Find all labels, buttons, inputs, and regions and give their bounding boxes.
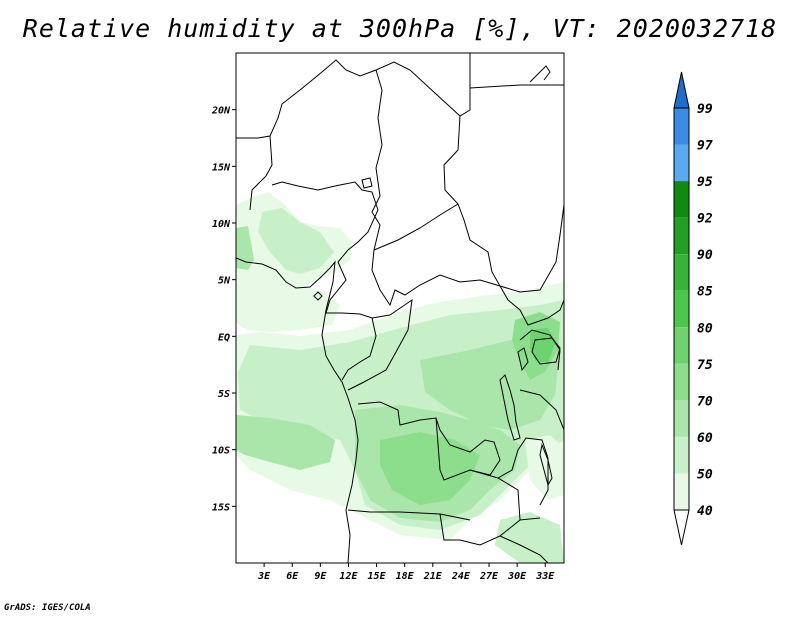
colorbar-level-label: 50 [697,467,713,482]
colorbar-level-label: 95 [697,175,713,190]
grads-credit: GrADS: IGES/COLA [4,603,91,613]
lon-label: 6E [286,571,299,582]
lake-victoria [531,337,561,365]
political-boundaries [236,53,564,563]
border-sahara-1 [236,53,471,139]
colorbar-level-label: 75 [697,358,713,373]
border-car [373,203,459,251]
colorbar-box [674,327,689,364]
colorbar-level-label: 70 [697,394,713,409]
colorbar-level-label: 92 [697,212,713,227]
lat-label: 5S [218,389,230,400]
humidity-shading [236,192,564,563]
lon-label: 18E [396,571,415,582]
map-frame [235,52,565,564]
coastline-west-africa [236,257,359,563]
colorbar-box [674,363,689,401]
latitude-axis: 20N 15N 10N 5N EQ 5S 10S 15S [211,106,236,513]
lon-label: 27E [479,571,499,582]
lon-label: 21E [423,571,443,582]
lon-label: 3E [257,571,271,582]
colorbar-box [674,217,689,255]
lat-label: EQ [218,332,230,343]
border-drc-south [357,401,501,476]
humidity-area-atlantic-south [236,415,335,470]
map-title: Relative humidity at 300hPa [%], VT: 202… [22,14,778,43]
colorbar-box [674,436,689,474]
border-mali-niger [249,135,273,211]
border-zimbabwe [499,535,549,563]
border-namibia-east [439,513,521,546]
border-sahara-2 [469,84,564,89]
colorbar-bottom-arrow [673,509,690,546]
colorbar-level-label: 80 [697,321,713,336]
border-east-africa [499,285,564,326]
colorbar-top-arrow [673,71,690,109]
colorbar-level-label: 60 [697,431,713,446]
colorbar: 99 97 95 92 90 85 80 75 70 60 50 40 [673,71,713,546]
colorbar-level-label: 97 [697,139,713,154]
colorbar-box [674,108,689,145]
lat-label: 20N [211,106,231,117]
colorbar-level-label: 40 [697,504,713,519]
lake-albert [517,347,529,372]
colorbar-box [674,400,689,437]
colorbar-box [674,473,689,510]
colorbar-box [674,144,689,182]
humidity-area-tanzania [525,435,564,500]
colorbar-level-label: 85 [697,285,713,300]
lat-label: 15S [212,502,230,513]
colorbar-level-label: 99 [697,102,713,117]
lon-label: 9E [314,571,327,582]
humidity-area-nigeria [258,208,334,274]
humidity-area-lakes-core [530,328,556,362]
lat-label: 10S [212,446,230,457]
lake-tanganyika [499,374,521,441]
border-drc-west [347,298,413,391]
border-nigeria [271,181,379,263]
lat-label: 15N [212,162,231,173]
colorbar-box [674,181,689,218]
humidity-area-west-strip [236,226,254,270]
border-angola-south [347,509,471,521]
red-sea-coast [529,65,551,83]
lat-label: 5N [218,276,231,287]
border-cameroon [325,261,391,319]
bioko-island [313,291,323,301]
lon-label: 30E [507,571,527,582]
humidity-area-gulf [236,264,340,332]
lon-label: 12E [339,571,358,582]
colorbar-box [674,290,689,328]
border-congo [341,317,377,381]
lon-label: 33E [535,571,555,582]
humidity-area-mozambique [495,512,564,563]
lake-chad [361,177,373,189]
border-uganda-kenya [519,329,561,371]
lat-label: 10N [212,219,231,230]
humidity-area-angola-core [380,432,480,505]
lon-label: 15E [368,571,387,582]
longitude-axis: 3E 6E 9E 12E 15E 18E 21E 24E 27E 30E 33E [257,563,555,582]
border-angola-east [435,417,541,521]
border-chad [371,69,564,307]
lon-label: 24E [451,571,471,582]
colorbar-box [674,254,689,291]
lake-malawi [539,443,553,487]
border-sudan [443,115,501,287]
border-tanzania [519,389,564,431]
colorbar-level-label: 90 [697,248,713,263]
